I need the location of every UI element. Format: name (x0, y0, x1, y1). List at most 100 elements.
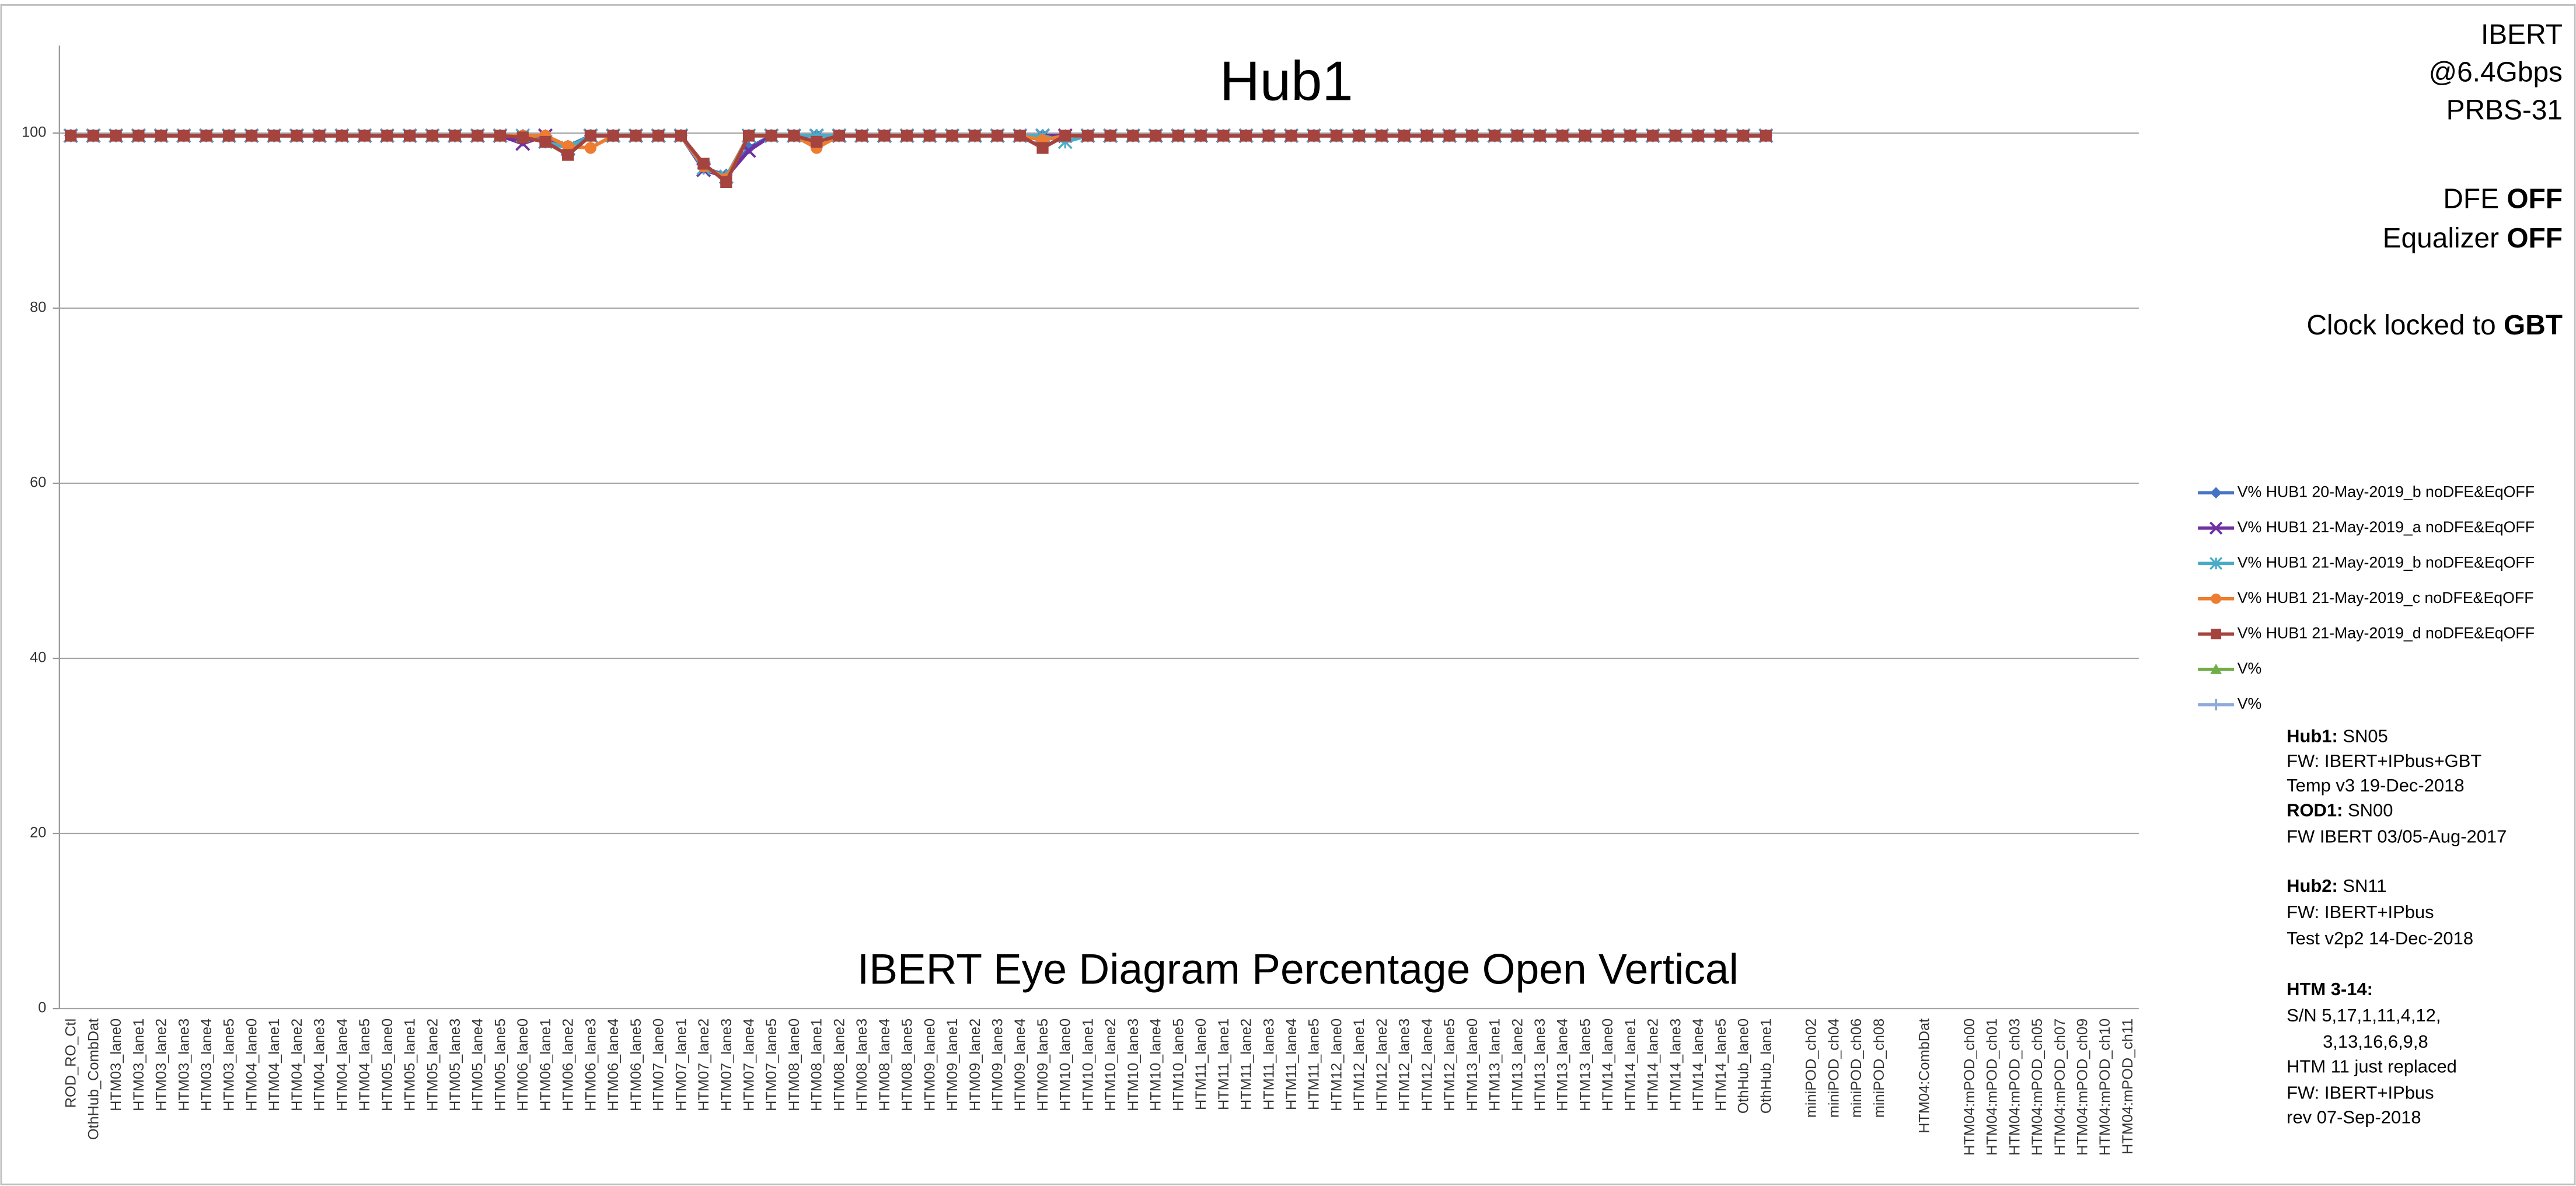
data-point (358, 130, 371, 142)
data-point (449, 130, 461, 142)
x-tick-label: HTM10_lane5 (1170, 1018, 1186, 1111)
x-tick-label: HTM06_lane1 (537, 1018, 554, 1111)
setting-text: PRBS-31 (2446, 95, 2563, 125)
data-point (1488, 130, 1501, 142)
setting-label: DFE (2443, 183, 2499, 214)
x-tick-label: HTM13_lane0 (1464, 1018, 1481, 1111)
legend-marker (2209, 521, 2223, 535)
x-tick-label: HTM07_lane0 (651, 1018, 667, 1111)
x-tick-label: miniPOD_ch08 (1871, 1018, 1887, 1118)
x-tick-label: HTM09_lane0 (922, 1018, 938, 1111)
x-tick-label: HTM09_lane5 (1035, 1018, 1051, 1111)
x-tick-label: HTM14_lane5 (1713, 1018, 1729, 1111)
note-line: Temp v3 19-Dec-2018 (2287, 775, 2464, 796)
x-tick-label: HTM04:mPOD_ch00 (1961, 1018, 1978, 1156)
data-point (200, 130, 212, 142)
x-tick-label: HTM12_lane5 (1441, 1018, 1458, 1111)
x-tick-label: HTM06_lane4 (605, 1018, 622, 1111)
x-tick-label: miniPOD_ch02 (1803, 1018, 1820, 1118)
x-tick-label: HTM14_lane2 (1645, 1018, 1662, 1111)
data-point (87, 130, 100, 142)
note-text: S/N 5,17,1,11,4,12, (2287, 1005, 2441, 1025)
data-point (811, 135, 823, 148)
data-point (991, 130, 1004, 142)
x-tick-label: HTM04_lane0 (243, 1018, 260, 1111)
note-bold: Hub1: (2287, 726, 2338, 747)
data-point (245, 130, 258, 142)
setting-value: OFF (2507, 223, 2563, 254)
x-tick-label: HTM04:mPOD_ch01 (1984, 1018, 2001, 1156)
legend-label: V% HUB1 21-May-2019_c noDFE&EqOFF (2238, 589, 2534, 606)
note-bold: Hub2: (2287, 875, 2338, 896)
data-point (1443, 130, 1455, 142)
note-text: rev 07-Sep-2018 (2287, 1107, 2421, 1128)
x-tick-label: HTM08_lane5 (899, 1018, 916, 1111)
data-point (381, 130, 393, 142)
x-tick-label: HTM07_lane3 (718, 1018, 735, 1111)
legend-label: V% HUB1 20-May-2019_b noDFE&EqOFF (2238, 483, 2535, 500)
data-point (923, 130, 936, 142)
legend-marker (2210, 699, 2222, 711)
x-tick-label: HTM03_lane2 (153, 1018, 170, 1111)
y-tick-label: 100 (22, 124, 46, 141)
x-tick-label: HTM05_lane2 (424, 1018, 441, 1111)
data-point (1240, 130, 1252, 142)
data-point (1195, 130, 1207, 142)
x-tick-label: OthHub_lane0 (1736, 1018, 1752, 1114)
x-tick-label: HTM04:mPOD_ch09 (2074, 1018, 2090, 1156)
x-tick-label: HTM13_lane5 (1577, 1018, 1593, 1111)
data-point (177, 130, 190, 142)
x-tick-label: HTM07_lane5 (763, 1018, 780, 1111)
note-bold: HTM 3-14: (2287, 979, 2373, 999)
data-point (1715, 130, 1727, 142)
data-point (1172, 130, 1185, 142)
x-tick-label: HTM08_lane3 (854, 1018, 870, 1111)
note-line: 3,13,16,6,9,8 (2323, 1031, 2428, 1052)
setting-label: @6.4Gbps (2429, 57, 2563, 88)
x-tick-label: HTM04_lane5 (357, 1018, 373, 1111)
y-tick-label: 40 (30, 650, 46, 666)
note-text: FW: IBERT+IPbus (2287, 1083, 2434, 1103)
data-point (969, 130, 981, 142)
x-tick-label: HTM03_lane4 (198, 1018, 215, 1111)
setting-label: Clock locked to (2306, 310, 2495, 341)
x-tick-label: HTM13_lane2 (1509, 1018, 1526, 1111)
x-tick-label: HTM13_lane1 (1487, 1018, 1503, 1111)
note-line: FW: IBERT+IPbus (2287, 1083, 2434, 1103)
x-tick-label: HTM08_lane1 (809, 1018, 825, 1111)
data-point (878, 130, 891, 142)
data-point (1398, 130, 1411, 142)
legend-marker (2211, 593, 2222, 604)
setting-label: Equalizer (2383, 223, 2499, 254)
data-point (132, 130, 145, 142)
data-point (630, 130, 642, 142)
x-tick-label: HTM07_lane2 (696, 1018, 712, 1111)
x-tick-label: HTM05_lane0 (379, 1018, 396, 1111)
x-tick-label: HTM14_lane1 (1622, 1018, 1639, 1111)
x-tick-label: miniPOD_ch06 (1848, 1018, 1865, 1118)
chart-annotation: IBERT Eye Diagram Percentage Open Vertic… (857, 945, 1739, 993)
note-line: ROD1: SN00 (2287, 800, 2393, 820)
x-tick-label: HTM03_lane1 (131, 1018, 147, 1111)
setting-text: @6.4Gbps (2429, 57, 2563, 88)
data-point (426, 130, 438, 142)
x-tick-label: HTM06_lane3 (582, 1018, 599, 1111)
data-point (1217, 130, 1230, 142)
x-tick-label: HTM06_lane0 (515, 1018, 531, 1111)
x-tick-label: ROD_RO_Ctl (63, 1018, 79, 1108)
x-tick-label: HTM12_lane3 (1397, 1018, 1413, 1111)
x-tick-label: HTM08_lane4 (877, 1018, 893, 1111)
note-line: HTM 3-14: (2287, 979, 2373, 999)
data-point (1624, 130, 1636, 142)
x-tick-label: HTM09_lane4 (1012, 1018, 1028, 1111)
data-point (1466, 130, 1478, 142)
setting-value: GBT (2504, 310, 2563, 341)
data-point (1556, 130, 1569, 142)
x-tick-label: HTM05_lane3 (447, 1018, 463, 1111)
x-tick-label: HTM04:mPOD_ch10 (2097, 1018, 2113, 1156)
x-tick-label: HTM03_lane5 (221, 1018, 238, 1111)
x-tick-label: HTM07_lane1 (673, 1018, 689, 1111)
data-point (1647, 130, 1659, 142)
legend-label: V% (2238, 660, 2262, 677)
